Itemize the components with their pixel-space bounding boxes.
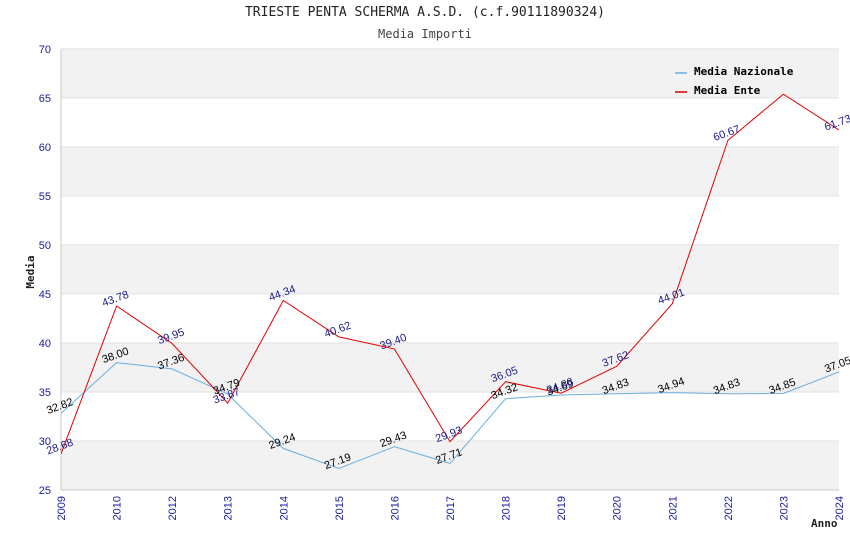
plot-band	[61, 49, 839, 98]
x-tick-label: 2020	[612, 496, 624, 520]
y-tick-label: 70	[39, 44, 51, 56]
x-tick-label: 2023	[778, 496, 790, 520]
plot-bands	[61, 49, 839, 490]
plot-band	[61, 441, 839, 490]
y-axis-ticks: 25 30 35 40 45 50 55 60 65 70	[39, 44, 51, 497]
x-axis-ticks: 2009 2010 2012 2013 2014 2015 2016 2017 2018 2019…	[56, 496, 846, 520]
x-tick-label: 2009	[56, 496, 68, 520]
legend: Media Nazionale Media Ente	[675, 65, 794, 97]
x-tick-label: 2012	[167, 496, 179, 520]
series-line-nazionale	[61, 362, 839, 470]
x-tick-label: 2013	[223, 496, 235, 520]
plot-band	[61, 245, 839, 294]
y-tick-label: 50	[39, 240, 51, 252]
x-tick-label: 2016	[389, 496, 401, 520]
x-tick-label: 2014	[278, 496, 290, 520]
y-tick-label: 60	[39, 142, 51, 154]
plot-band	[61, 343, 839, 392]
y-tick-label: 55	[39, 191, 51, 203]
y-tick-label: 25	[39, 485, 51, 497]
x-tick-label: 2019	[556, 496, 568, 520]
x-tick-label: 2015	[334, 496, 346, 520]
data-label-ente: 61.73	[823, 113, 850, 134]
y-tick-label: 65	[39, 93, 51, 105]
data-label-ente: 60.67	[712, 123, 742, 144]
y-tick-label: 45	[39, 289, 51, 301]
series-line-ente	[61, 93, 839, 455]
y-tick-label: 35	[39, 387, 51, 399]
series-lines	[61, 93, 839, 470]
chart-subtitle: Media Importi	[378, 27, 472, 41]
x-tick-label: 2022	[723, 496, 735, 520]
x-tick-label: 2018	[501, 496, 513, 520]
legend-label-ente: Media Ente	[694, 84, 761, 97]
x-tick-label: 2010	[112, 496, 124, 520]
plot-band	[61, 147, 839, 196]
chart-title: TRIESTE PENTA SCHERMA A.S.D. (c.f.901118…	[244, 5, 606, 20]
y-axis-label: Media	[24, 255, 37, 288]
x-tick-label: 2021	[667, 496, 679, 520]
y-tick-label: 30	[39, 436, 51, 448]
data-label-ente: 40.62	[323, 320, 353, 341]
legend-label-nazionale: Media Nazionale	[694, 65, 794, 78]
x-tick-label: 2017	[445, 496, 457, 520]
data-label-nazionale: 32.82	[45, 396, 75, 417]
x-tick-label: 2024	[834, 496, 846, 520]
axes	[60, 49, 839, 491]
y-tick-label: 40	[39, 338, 51, 350]
x-axis-label: Anno	[811, 517, 838, 530]
